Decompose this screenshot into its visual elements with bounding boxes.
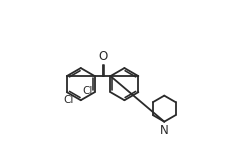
Text: N: N xyxy=(159,124,168,137)
Text: Cl: Cl xyxy=(63,95,73,105)
Text: O: O xyxy=(97,50,107,63)
Text: Cl: Cl xyxy=(82,86,92,96)
